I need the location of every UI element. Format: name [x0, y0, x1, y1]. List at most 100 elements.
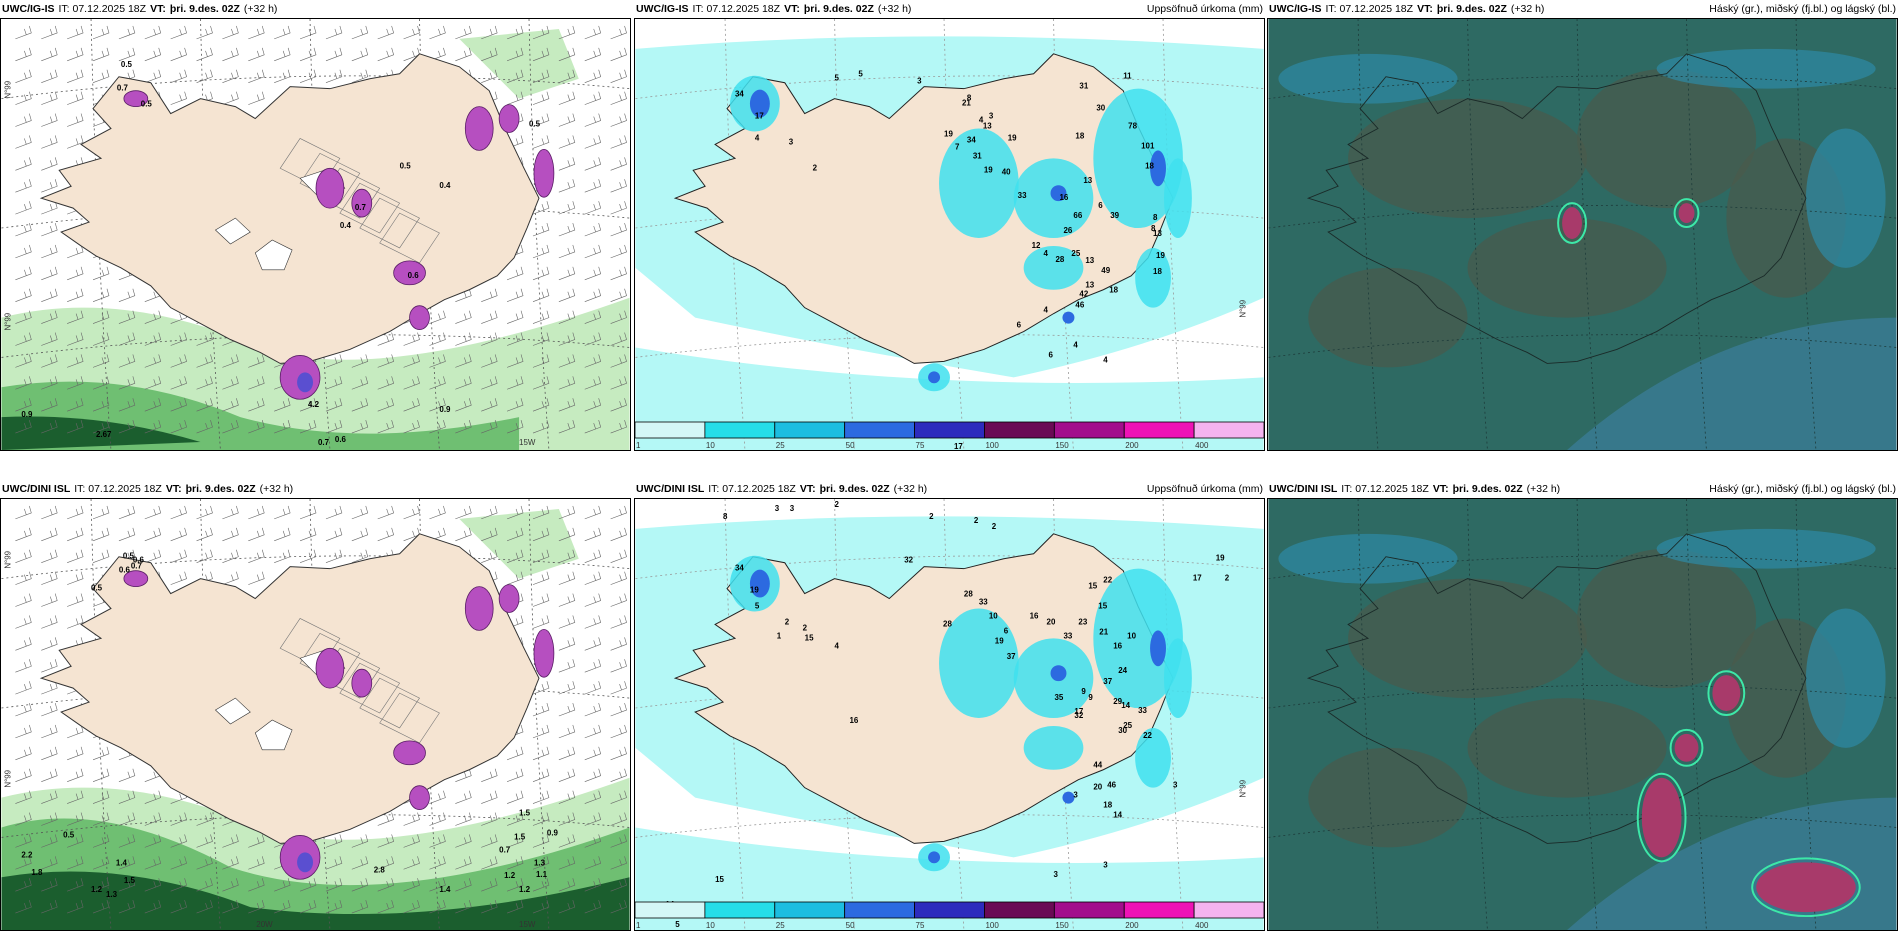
precip-area-heavy — [1062, 311, 1075, 324]
valid-time: þri. 9.des. 02Z — [1452, 483, 1523, 495]
wind-barb — [558, 900, 576, 914]
colorbar-swatch — [704, 901, 776, 919]
wind-barb — [558, 201, 576, 215]
value-label: 3 — [789, 137, 794, 146]
wind-barb — [170, 91, 187, 105]
wind-barb — [584, 878, 602, 892]
value-label: 19 — [995, 636, 1004, 645]
parallel-line — [1268, 334, 1897, 358]
hatched-area — [359, 677, 420, 729]
wind-barb — [170, 527, 187, 542]
wind-barb — [610, 681, 627, 695]
wind-barb — [610, 746, 627, 761]
value-label: 0.5 — [141, 100, 153, 109]
wind-barb — [41, 746, 58, 761]
wind-barb — [377, 834, 395, 848]
cloud-contour — [1707, 670, 1746, 716]
wind-barb — [610, 812, 627, 826]
colorbar-swatch — [1053, 901, 1125, 919]
value-label: 0.5 — [123, 552, 135, 561]
colorbar-graphic: 1 10 25 50 75 100 150 200 400 — [634, 421, 1265, 450]
colorbar-graphic: 1 10 25 50 75 100 150 200 400 — [634, 901, 1265, 930]
wind-barb — [377, 878, 395, 892]
value-label: 28 — [964, 590, 973, 599]
snow-area — [351, 188, 373, 218]
wind-barb — [532, 310, 550, 324]
wind-barb — [532, 398, 550, 412]
high-cloud-area — [1567, 317, 1897, 450]
colorbar-tick: 150 — [1055, 441, 1069, 450]
wind-barb — [610, 878, 627, 892]
wind-barb — [15, 354, 32, 368]
wind-barb — [481, 790, 498, 804]
precip-area-heavy — [1150, 150, 1166, 187]
wind-barb — [41, 420, 58, 434]
wind-barb — [325, 354, 343, 368]
mid-cloud-area — [1348, 578, 1587, 699]
wind-barb — [92, 834, 110, 848]
panel-header: UWC/DINI ISL IT: 07.12.2025 18Z VT: þri.… — [2, 480, 629, 498]
wind-barb — [584, 615, 602, 629]
value-label: 3 — [1103, 860, 1108, 869]
colorbar-tick: 100 — [985, 441, 999, 450]
wind-barb — [248, 25, 265, 40]
wind-barb — [92, 878, 110, 892]
wind-barb — [558, 69, 576, 83]
wind-barb — [92, 527, 110, 542]
precip-area-medium — [1093, 88, 1183, 229]
wind-barb — [532, 900, 550, 914]
wind-barb — [403, 354, 420, 368]
wind-barb — [325, 25, 343, 40]
valid-time: þri. 9.des. 02Z — [185, 483, 256, 495]
wind-barb — [274, 505, 291, 520]
low-cloud-area — [1278, 53, 1458, 104]
value-label: 18 — [1103, 801, 1112, 810]
wind-barb — [558, 681, 576, 695]
value-label: 0.5 — [400, 161, 412, 170]
wind-barb — [170, 332, 187, 346]
value-label: 2 — [835, 500, 840, 509]
value-label: 15 — [1098, 601, 1107, 610]
panel-header: UWC/IG-IS IT: 07.12.2025 18Z VT: þri. 9.… — [636, 0, 1263, 18]
wind-barb — [325, 376, 343, 390]
value-label: 0.6 — [119, 566, 131, 575]
wind-barb — [248, 878, 265, 892]
map-clouds — [1268, 19, 1897, 450]
wind-barb — [144, 332, 162, 346]
wind-barb — [41, 505, 58, 520]
meridian-line — [1795, 499, 1817, 930]
wind-barb — [41, 113, 58, 127]
wind-barb — [481, 47, 498, 62]
wind-barb — [118, 310, 136, 324]
colorbar-tick: 50 — [846, 441, 855, 450]
wind-barb — [377, 505, 395, 520]
value-label: 31 — [973, 151, 982, 160]
wind-barb — [15, 266, 32, 281]
colorbar-swatch — [634, 421, 706, 439]
wind-barb — [532, 681, 550, 695]
wind-barb — [507, 856, 524, 870]
lead-time: (+32 h) — [877, 3, 912, 15]
value-label: 2 — [929, 512, 934, 521]
wind-barb — [118, 856, 136, 870]
wind-barb — [92, 288, 110, 302]
wind-barb — [532, 549, 550, 563]
wind-barb — [92, 900, 110, 914]
wind-barb — [118, 376, 136, 390]
wind-barb — [455, 288, 472, 302]
wind-barb — [584, 549, 602, 563]
wind-barb — [170, 571, 187, 585]
value-label: 26 — [1063, 226, 1072, 235]
wind-barb — [584, 900, 602, 914]
wind-barb — [144, 25, 162, 40]
wind-barb — [481, 310, 498, 324]
wind-barb — [455, 398, 472, 412]
valid-label: VT: — [165, 483, 182, 495]
wind-barb — [144, 549, 162, 563]
precip-area-heavy — [749, 569, 770, 598]
value-label: 0.7 — [131, 562, 143, 571]
precip-colorbar: 1 10 25 50 75 100 150 200 400 — [634, 420, 1265, 451]
wind-barb — [377, 900, 395, 914]
wind-barb — [144, 420, 162, 434]
wind-barb — [507, 834, 524, 848]
